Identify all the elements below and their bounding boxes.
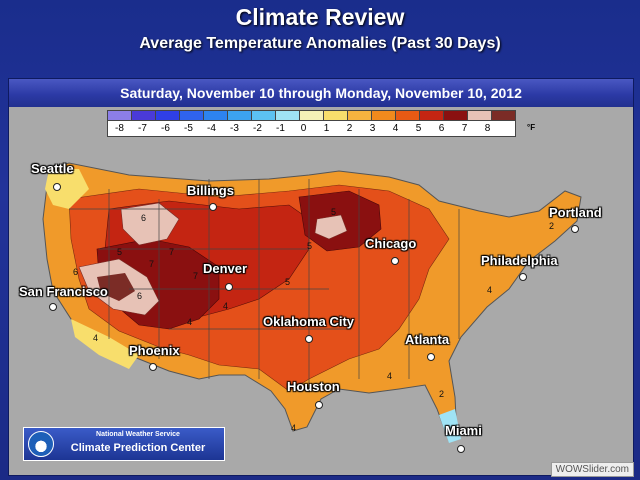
legend-swatch (203, 110, 227, 121)
city-label-san-francisco: San Francisco (19, 284, 108, 299)
contour-label: 4 (291, 423, 296, 433)
contour-label: 4 (93, 333, 98, 343)
legend-label: -6 (161, 123, 170, 134)
legend-swatches (107, 110, 516, 121)
contour-label: 4 (187, 317, 192, 327)
legend-label: 8 (484, 123, 491, 134)
city-label-denver: Denver (203, 261, 248, 276)
legend-label: 2 (346, 123, 353, 134)
page-title: Climate Review (235, 4, 405, 30)
legend-label: 1 (323, 123, 330, 134)
contour-label: 2 (549, 221, 554, 231)
city-dot-oklahoma-city (305, 335, 313, 343)
legend-swatch (107, 110, 131, 121)
city-label-oklahoma-city: Oklahoma City (263, 314, 355, 329)
anomaly-zone-1-northwest (45, 169, 89, 209)
city-dot-chicago (391, 257, 399, 265)
temperature-legend: -8 -7 -6 -5 -4 -3 -2 -1 0 1 2 3 4 5 6 7 8 °F (107, 110, 535, 137)
legend-label: -1 (276, 123, 285, 134)
legend-swatch (179, 110, 203, 121)
date-range-bar: Saturday, November 10 through Monday, No… (9, 79, 633, 107)
city-dot-billings (209, 203, 217, 211)
legend-label: -5 (184, 123, 193, 134)
anomaly-zone-2-southwest (71, 319, 139, 369)
city-label-miami: Miami (445, 423, 482, 438)
contour-label: 6 (73, 267, 78, 277)
city-dot-phoenix (149, 363, 157, 371)
legend-label: 6 (438, 123, 445, 134)
city-label-chicago: Chicago (365, 236, 417, 251)
contour-labels: 4 4 4 5 5 5 5 6 6 7 7 7 6 4 4 2 2 4 (73, 207, 554, 433)
city-dot-philadelphia (519, 273, 527, 281)
noaa-logo-icon (28, 431, 54, 457)
legend-swatch (395, 110, 419, 121)
page-subtitle: Average Temperature Anomalies (Past 30 D… (139, 35, 501, 52)
city-label-seattle: Seattle (31, 161, 74, 176)
legend-label: 5 (415, 123, 422, 134)
legend-swatch (467, 110, 491, 121)
legend-label: -2 (253, 123, 262, 134)
nws-label: National Weather Service (96, 431, 180, 438)
anomaly-zone-8 (97, 273, 135, 301)
legend-unit: °F (527, 123, 536, 132)
contour-label: 4 (387, 371, 392, 381)
city-label-houston: Houston (287, 379, 340, 394)
contour-label: 6 (141, 213, 146, 223)
legend-label: 4 (392, 123, 399, 134)
anomaly-zone-0-florida (439, 409, 461, 443)
legend-swatch (251, 110, 275, 121)
contour-label: 2 (439, 389, 444, 399)
us-temperature-map: 4 4 4 5 5 5 5 6 6 7 7 7 6 4 4 2 2 4 (9, 79, 633, 475)
legend-swatch (347, 110, 371, 121)
contour-label: 5 (117, 247, 122, 257)
legend-swatch (443, 110, 467, 121)
city-label-atlanta: Atlanta (405, 332, 450, 347)
legend-label: -7 (138, 123, 147, 134)
legend-label: -8 (115, 123, 124, 134)
city-label-billings: Billings (187, 183, 234, 198)
contour-label: 4 (223, 301, 228, 311)
contour-label: 7 (193, 271, 198, 281)
city-label-phoenix: Phoenix (129, 343, 180, 358)
city-label-philadelphia: Philadelphia (481, 253, 558, 268)
city-dot-denver (225, 283, 233, 291)
city-dot-san-francisco (49, 303, 57, 311)
watermark: WOWSlider.com (550, 462, 634, 477)
legend-swatch (491, 110, 516, 121)
legend-swatch (227, 110, 251, 121)
cpc-label: Climate Prediction Center (70, 442, 206, 454)
legend-label: 3 (369, 123, 376, 134)
legend-swatch (155, 110, 179, 121)
legend-swatch (323, 110, 347, 121)
legend-swatch (419, 110, 443, 121)
legend-label: -4 (207, 123, 216, 134)
city-dot-seattle (53, 183, 61, 191)
contour-label: 7 (169, 247, 174, 257)
legend-swatch (299, 110, 323, 121)
legend-label: 0 (300, 123, 307, 134)
city-dot-miami (457, 445, 465, 453)
legend-label: 7 (461, 123, 468, 134)
contour-label: 5 (331, 207, 336, 217)
contour-label: 5 (285, 277, 290, 287)
contour-label: 6 (137, 291, 142, 301)
contour-label: 7 (149, 259, 154, 269)
city-label-portland: Portland (549, 205, 602, 220)
legend-label: -3 (230, 123, 239, 134)
map-panel: 4 4 4 5 5 5 5 6 6 7 7 7 6 4 4 2 2 4 Satu… (8, 78, 634, 476)
city-dot-portland (571, 225, 579, 233)
city-dot-atlanta (427, 353, 435, 361)
city-dot-houston (315, 401, 323, 409)
contour-label: 5 (307, 241, 312, 251)
anomaly-zone-7-central (314, 214, 348, 240)
legend-swatch (371, 110, 395, 121)
contour-label: 4 (487, 285, 492, 295)
legend-swatch (131, 110, 155, 121)
legend-swatch (275, 110, 299, 121)
nws-cpc-banner: National Weather Service Climate Predict… (23, 427, 225, 461)
legend-labels: -8 -7 -6 -5 -4 -3 -2 -1 0 1 2 3 4 5 6 7 8 (107, 121, 516, 137)
